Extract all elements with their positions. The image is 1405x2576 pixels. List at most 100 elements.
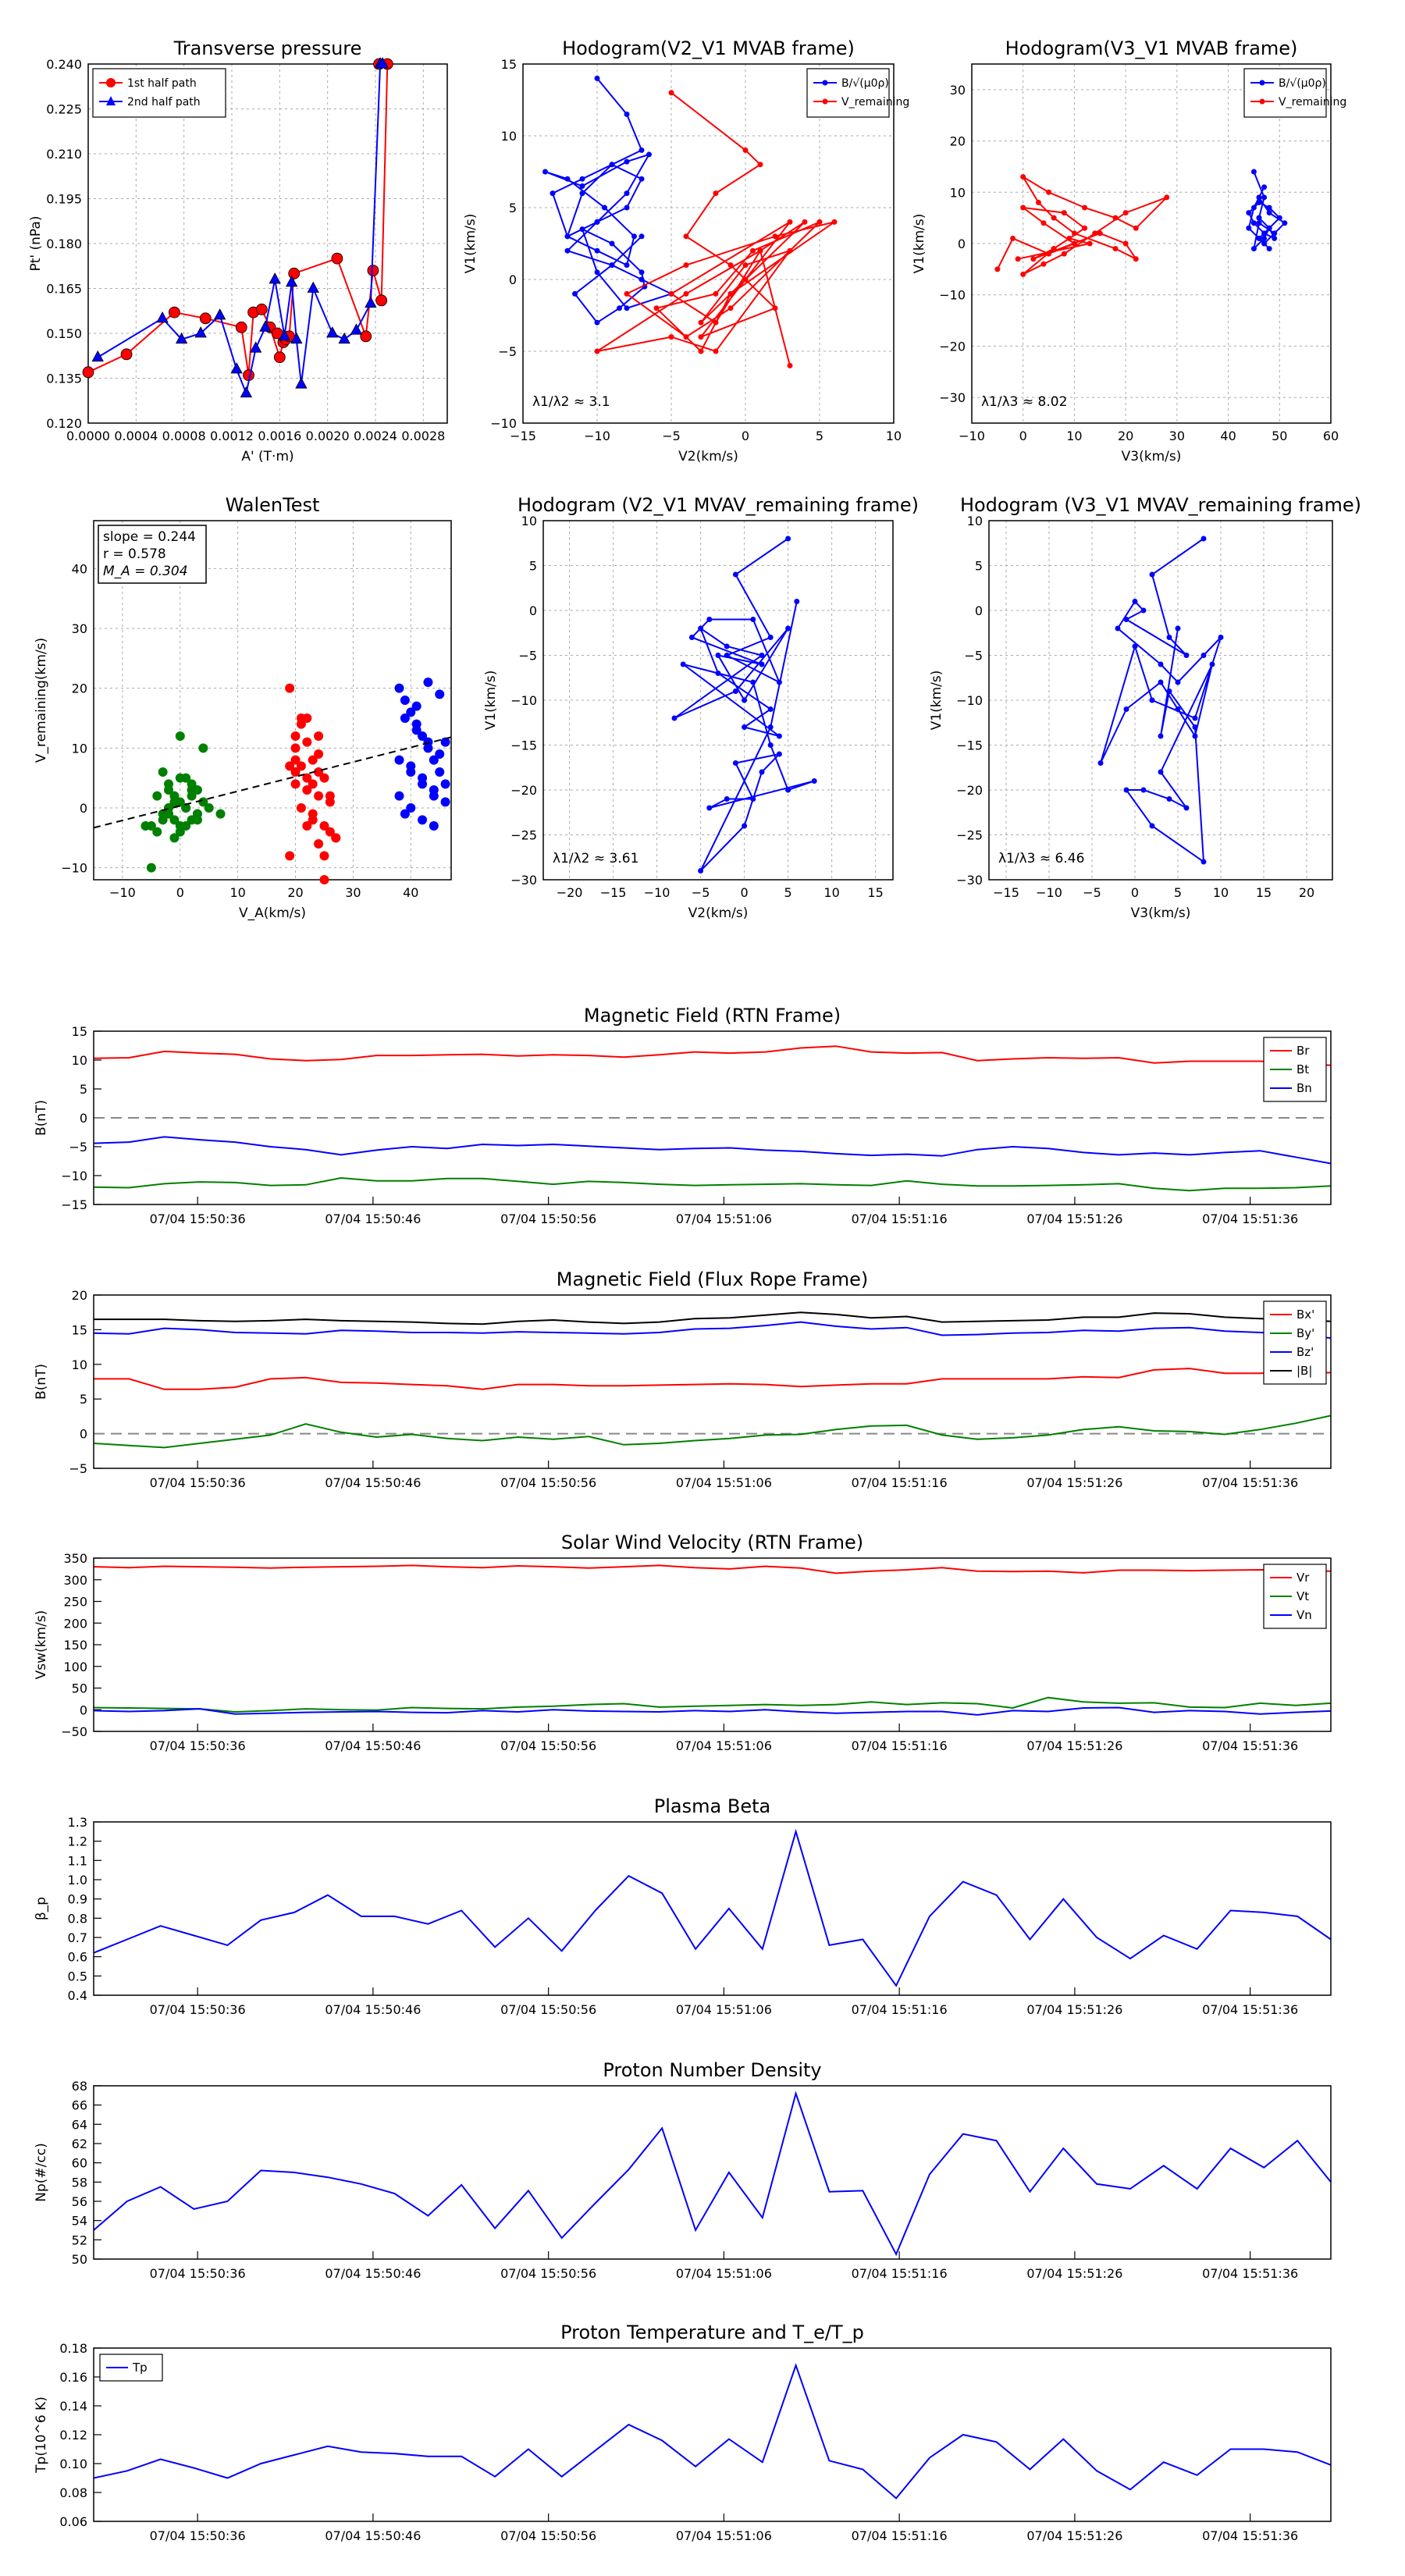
vsw-ytick-label: 100 <box>63 1660 87 1674</box>
beta-panel: Plasma Beta 0.4 0.5 0.6 0.7 0.8 0.9 1.0 1.1 1.2 1.… <box>34 1795 1332 2017</box>
h2-point <box>1051 215 1057 221</box>
h3-point <box>742 823 748 829</box>
mag_rtn-legend-label: Bn <box>1297 1081 1312 1095</box>
h3-point <box>715 671 721 676</box>
h1-xtick-label: 10 <box>886 429 902 443</box>
h4-ytick-label: −30 <box>956 873 983 888</box>
walen-point <box>319 821 329 831</box>
tp_temp-xtick-label: 07/04 15:50:56 <box>500 2528 596 2543</box>
beta-xtick-label: 07/04 15:50:46 <box>325 2002 421 2017</box>
walen-point <box>423 737 433 747</box>
h1-ylabel: V1(km/s) <box>463 214 478 274</box>
h4-point <box>1175 706 1181 712</box>
h2-point <box>1046 251 1052 257</box>
h4-ytick-label: 0 <box>975 603 983 618</box>
h2-point <box>1266 225 1272 231</box>
walen-point <box>204 803 214 813</box>
tp-frame <box>87 63 448 424</box>
h4-point <box>1132 643 1138 649</box>
walen-point <box>394 755 404 765</box>
tp-ytick-label: 0.165 <box>46 282 82 297</box>
mag_rtn-series-Bn-line <box>93 1136 1332 1165</box>
h2-point <box>1066 235 1072 241</box>
h2-series-line <box>997 176 1168 276</box>
h4-point <box>1166 688 1172 694</box>
beta-ytick-label: 0.7 <box>68 1930 87 1945</box>
h2-xtick-label: 40 <box>1220 429 1236 443</box>
mag_rtn-xtick-label: 07/04 15:50:46 <box>325 1212 421 1226</box>
tp-point <box>235 321 247 333</box>
tp_temp-title: Proton Temperature and T_e/T_p <box>560 2322 864 2343</box>
h2-point <box>1061 251 1067 257</box>
mag_rtn-ytick-label: 15 <box>72 1024 87 1039</box>
h1-point <box>624 111 630 117</box>
h2-point <box>1112 215 1119 221</box>
h1-point <box>624 305 630 311</box>
walen-xtick-label: 40 <box>403 885 418 900</box>
h1-point <box>646 151 652 158</box>
walen-point <box>152 791 162 801</box>
walen-point <box>319 851 329 861</box>
h3-point <box>794 599 800 604</box>
h4-point <box>1123 787 1129 793</box>
mag_rtn-xtick-label: 07/04 15:51:26 <box>1026 1212 1122 1226</box>
h4-ytick-label: −20 <box>956 783 983 798</box>
mag_fr-series-By-line <box>93 1414 1332 1449</box>
h2-point <box>1046 189 1052 195</box>
vsw-ytick-label: 350 <box>63 1551 87 1566</box>
h2-legend-label: V_remaining <box>1279 96 1346 109</box>
walen-ytick-label: −10 <box>61 861 87 876</box>
h2-point <box>1256 199 1262 205</box>
h3-point <box>785 787 791 793</box>
mag_fr-title: Magnetic Field (Flux Rope Frame) <box>557 1268 868 1290</box>
tp-point <box>290 332 303 344</box>
tp-ytick-label: 0.225 <box>46 102 82 117</box>
h1-legend-marker <box>822 98 828 105</box>
h4-point <box>1158 661 1164 667</box>
h1-point <box>579 190 585 197</box>
tp-ytick-label: 0.120 <box>46 416 82 431</box>
tp-point <box>307 281 319 293</box>
h1-point <box>579 176 585 182</box>
h3-point <box>776 733 782 739</box>
h4-point <box>1149 697 1155 703</box>
np-frame <box>93 2085 1332 2260</box>
tp-point <box>175 332 188 344</box>
h2-point <box>1082 205 1088 211</box>
h4-point <box>1158 769 1164 775</box>
h3-point <box>776 679 782 685</box>
tp-point <box>350 323 363 335</box>
walen-point <box>394 683 404 693</box>
tp-point <box>255 303 268 315</box>
walen-point <box>175 731 185 741</box>
tp-xlabel: A' (T·m) <box>241 449 293 464</box>
h1-point <box>772 233 778 240</box>
tp-point <box>338 332 350 344</box>
h4-ytick-label: −5 <box>964 649 983 664</box>
walen-point <box>296 713 306 723</box>
h4-point <box>1149 823 1155 829</box>
walen-point <box>314 731 324 741</box>
h1-point <box>742 147 749 153</box>
tp-point <box>278 329 291 341</box>
h3-point <box>742 724 748 730</box>
beta-ytick-label: 0.4 <box>68 1988 87 2003</box>
h1-point <box>698 319 704 326</box>
np-panel: Proton Number Density 50 52 54 56 58 60 62 64 66 6… <box>34 2059 1332 2281</box>
h1-point <box>713 319 719 326</box>
walen-point <box>418 779 428 789</box>
h2-title: Hodogram(V3_V1 MVAB frame) <box>1005 37 1298 59</box>
beta-ytick-label: 0.5 <box>68 1969 87 1984</box>
tp-point <box>249 341 262 353</box>
h1-point <box>698 348 704 354</box>
h1-point <box>564 176 571 182</box>
h3-xlabel: V2(km/s) <box>688 906 749 921</box>
vsw-ytick-label: 300 <box>63 1573 87 1588</box>
h1-ytick-label: 15 <box>501 57 517 72</box>
h4-point <box>1183 653 1190 658</box>
h4-xtick-label: −10 <box>1036 885 1062 900</box>
tp-point <box>288 267 301 279</box>
walen-panel: WalenTest −10 0 10 20 30 40 −10 0 10 20 30 40 V_A(km/… <box>34 494 452 921</box>
h2-ytick-label: 0 <box>958 237 966 251</box>
tp_temp-xtick-label: 07/04 15:50:46 <box>325 2528 421 2543</box>
